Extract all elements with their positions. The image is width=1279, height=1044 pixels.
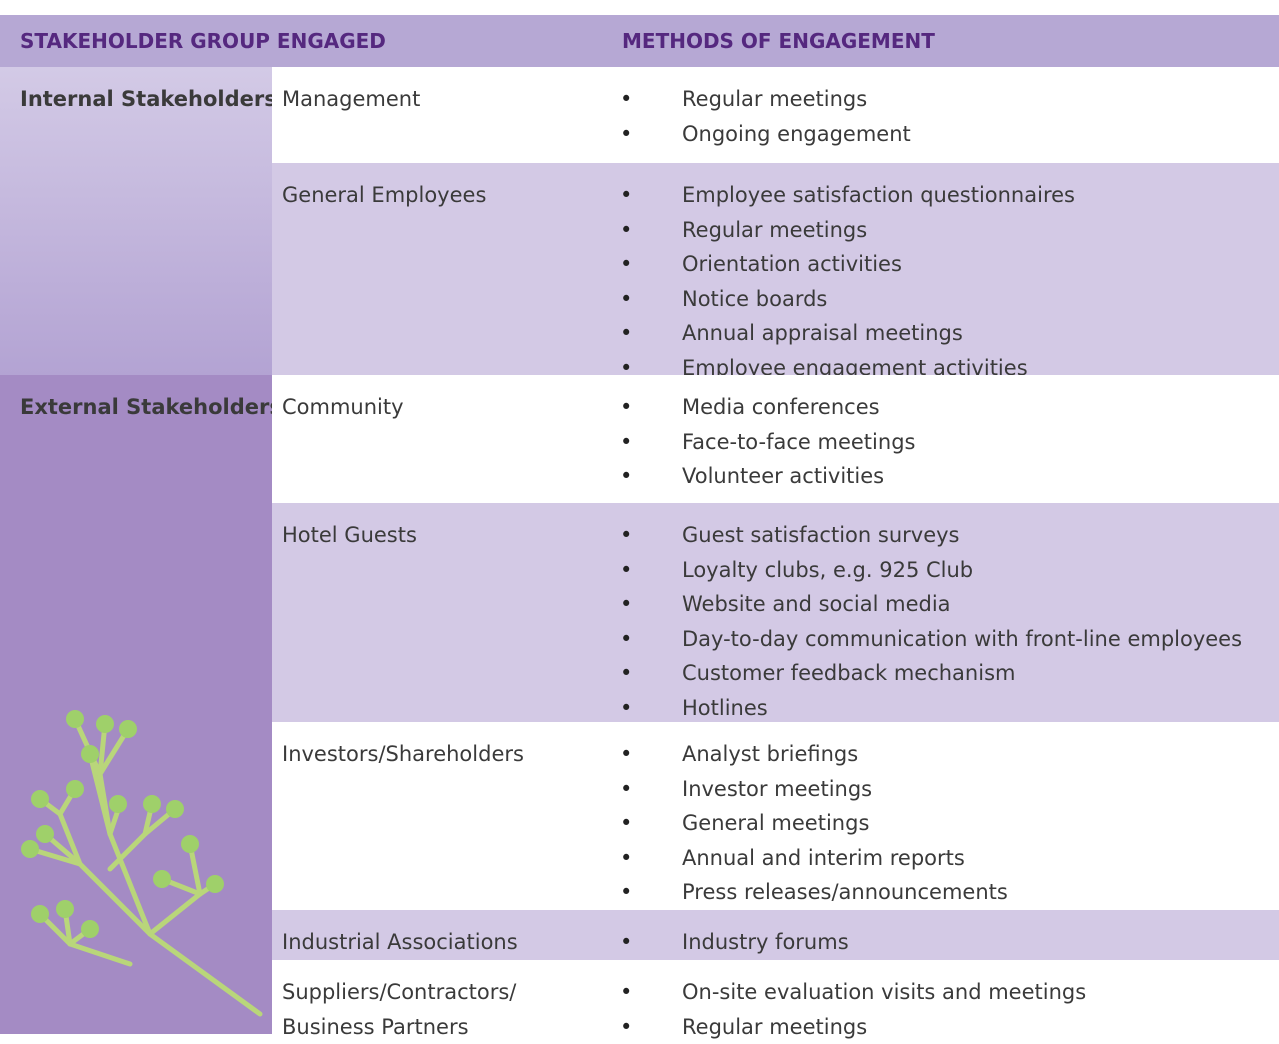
bullet: • xyxy=(620,806,632,841)
stakeholder: Management xyxy=(282,82,420,117)
bullet: • xyxy=(620,772,632,807)
bud xyxy=(56,900,74,918)
bullet: • xyxy=(620,425,632,460)
bud xyxy=(36,825,54,843)
stakeholder: General Employees xyxy=(282,178,486,213)
bullet: • xyxy=(620,925,632,960)
method: Day-to-day communication with front-line… xyxy=(682,622,1242,657)
method: Media conferences xyxy=(682,390,880,425)
bullet: • xyxy=(620,390,632,425)
bullet: • xyxy=(620,1010,632,1044)
method: Website and social media xyxy=(682,587,951,622)
stem xyxy=(60,814,150,934)
bullet: • xyxy=(620,656,632,691)
method: Regular meetings xyxy=(682,1010,867,1044)
bullet: • xyxy=(620,875,632,910)
bullet: • xyxy=(620,587,632,622)
bud xyxy=(81,745,99,763)
method: Face-to-face meetings xyxy=(682,425,915,460)
stakeholder: Business Partners xyxy=(282,1010,469,1044)
group-name: Internal Stakeholders xyxy=(20,82,277,117)
stem xyxy=(40,914,130,964)
method: Orientation activities xyxy=(682,247,902,282)
bullet: • xyxy=(620,691,632,726)
bullet: • xyxy=(620,82,632,117)
stakeholder: Suppliers/Contractors/ xyxy=(282,975,516,1010)
plant-illustration xyxy=(0,694,272,1034)
bud xyxy=(166,800,184,818)
bud xyxy=(81,920,99,938)
bullet: • xyxy=(620,841,632,876)
bullet: • xyxy=(620,247,632,282)
bud xyxy=(21,840,39,858)
bud xyxy=(119,720,137,738)
method: Volunteer activities xyxy=(682,459,884,494)
method: Analyst briefings xyxy=(682,737,858,772)
method: Press releases/announcements xyxy=(682,875,1008,910)
method: Ongoing engagement xyxy=(682,117,911,152)
bud xyxy=(66,780,84,798)
bullet: • xyxy=(620,622,632,657)
bullet: • xyxy=(620,282,632,317)
stakeholder: Industrial Associations xyxy=(282,925,518,960)
method: General meetings xyxy=(682,806,869,841)
column-header: METHODS OF ENGAGEMENT xyxy=(622,15,935,67)
method: Customer feedback mechanism xyxy=(682,656,1015,691)
bud xyxy=(66,710,84,728)
group-name: External Stakeholders xyxy=(20,390,282,425)
bud xyxy=(31,790,49,808)
bud xyxy=(153,870,171,888)
method: Investor meetings xyxy=(682,772,872,807)
method: Employee satisfaction questionnaires xyxy=(682,178,1075,213)
bullet: • xyxy=(620,459,632,494)
bud xyxy=(96,715,114,733)
bud xyxy=(109,795,127,813)
method: Loyalty clubs, e.g. 925 Club xyxy=(682,553,973,588)
bullet: • xyxy=(620,213,632,248)
method: Regular meetings xyxy=(682,213,867,248)
bullet: • xyxy=(620,178,632,213)
stakeholder: Hotel Guests xyxy=(282,518,417,553)
bullet: • xyxy=(620,518,632,553)
method: Regular meetings xyxy=(682,82,867,117)
method: On-site evaluation visits and meetings xyxy=(682,975,1086,1010)
stakeholder: Community xyxy=(282,390,404,425)
bud xyxy=(31,905,49,923)
bullet: • xyxy=(620,117,632,152)
stakeholder: Investors/Shareholders xyxy=(282,737,524,772)
bullet: • xyxy=(620,316,632,351)
bullet: • xyxy=(620,553,632,588)
method: Notice boards xyxy=(682,282,827,317)
method: Annual appraisal meetings xyxy=(682,316,963,351)
method: Annual and interim reports xyxy=(682,841,965,876)
bullet: • xyxy=(620,975,632,1010)
method: Industry forums xyxy=(682,925,849,960)
bud xyxy=(206,875,224,893)
method: Hotlines xyxy=(682,691,768,726)
bud xyxy=(181,835,199,853)
method: Guest satisfaction surveys xyxy=(682,518,959,553)
column-header: STAKEHOLDER GROUP ENGAGED xyxy=(20,15,386,67)
bud xyxy=(143,795,161,813)
bullet: • xyxy=(620,737,632,772)
